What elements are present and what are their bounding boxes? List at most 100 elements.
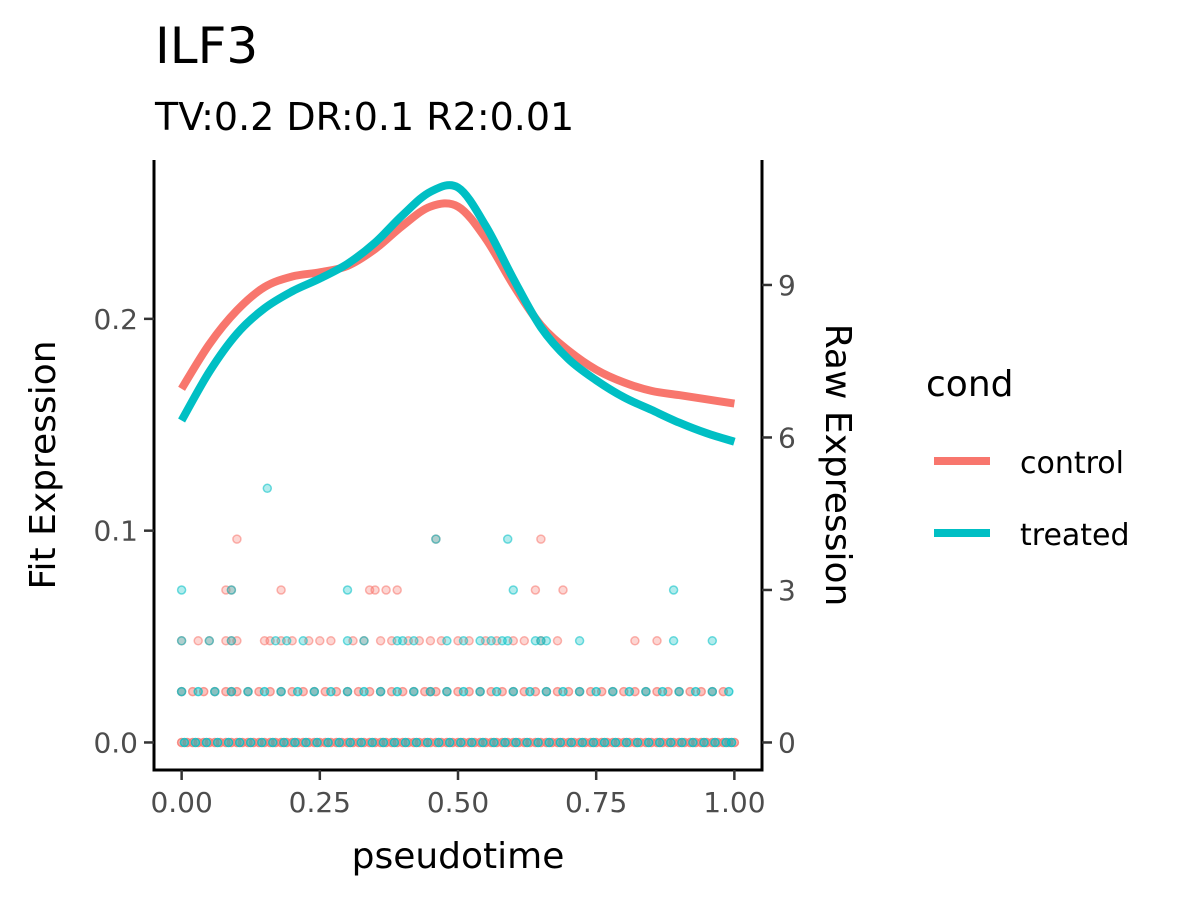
raw-point-treated <box>544 737 554 748</box>
raw-point-treated <box>458 686 469 697</box>
raw-point-treated <box>204 636 215 646</box>
raw-point-treated <box>309 686 320 697</box>
x-tick-label: 0.25 <box>289 786 351 819</box>
raw-point-treated <box>279 737 289 748</box>
raw-point-treated <box>270 636 281 646</box>
legend: cond control treated <box>926 364 1130 553</box>
raw-point-treated <box>226 686 237 697</box>
raw-point-treated <box>591 686 601 697</box>
raw-point-treated <box>176 636 187 646</box>
raw-point-control <box>193 636 203 646</box>
raw-point-treated <box>541 636 552 646</box>
raw-point-treated <box>500 737 510 748</box>
raw-point-treated <box>674 686 684 697</box>
raw-point-treated <box>400 737 411 748</box>
x-tick-label: 0.75 <box>565 786 627 819</box>
raw-point-treated <box>342 686 353 697</box>
raw-point-treated <box>392 686 402 697</box>
raw-point-treated <box>409 636 419 646</box>
raw-point-treated <box>491 686 502 697</box>
raw-point-treated <box>425 686 436 697</box>
fit-line-control <box>178 199 736 408</box>
raw-point-control <box>276 585 286 595</box>
raw-point-treated <box>641 686 651 697</box>
raw-point-control <box>375 636 386 646</box>
y-right-axis-title: Raw Expression <box>817 324 858 607</box>
raw-point-treated <box>397 636 408 646</box>
y-left-tick-label: 0.1 <box>93 515 138 548</box>
axes-layer: 0.00 0.25 0.50 0.75 1.00 0.0 0.1 0.2 0 3 6 9 <box>93 160 796 819</box>
y-right-tick-label: 6 <box>778 421 796 454</box>
raw-point-treated <box>243 686 253 697</box>
raw-point-treated <box>342 585 353 595</box>
raw-point-treated <box>356 737 367 748</box>
raw-point-treated <box>378 737 389 748</box>
raw-point-treated <box>259 686 270 697</box>
chart-title: ILF3 <box>155 17 258 75</box>
raw-point-treated <box>268 737 278 748</box>
raw-point-control <box>326 636 336 646</box>
raw-point-treated <box>502 534 513 544</box>
raw-point-treated <box>624 686 635 697</box>
raw-point-treated <box>290 737 300 748</box>
raw-point-treated <box>212 737 223 748</box>
raw-point-control <box>552 636 563 646</box>
legend-label-treated: treated <box>1020 518 1130 553</box>
raw-point-treated <box>257 737 267 748</box>
raw-point-treated <box>522 737 532 748</box>
raw-point-treated <box>276 686 286 697</box>
fit-line-treated <box>178 181 736 446</box>
raw-point-control <box>232 534 242 544</box>
raw-point-treated <box>190 737 201 748</box>
raw-point-treated <box>226 585 237 595</box>
y-right-tick-label: 0 <box>778 726 796 759</box>
raw-points-layer <box>176 483 740 748</box>
raw-point-treated <box>359 636 369 646</box>
raw-point-control <box>530 585 541 595</box>
legend-label-control: control <box>1020 446 1124 481</box>
raw-point-treated <box>223 737 234 748</box>
raw-point-treated <box>210 686 220 697</box>
raw-point-treated <box>621 737 632 748</box>
raw-point-treated <box>359 686 369 697</box>
y-right-tick-label: 9 <box>778 269 796 302</box>
raw-point-control <box>652 636 662 646</box>
raw-point-treated <box>193 686 203 697</box>
raw-point-control <box>370 585 380 595</box>
legend-title: cond <box>926 364 1014 405</box>
raw-point-treated <box>458 636 469 646</box>
raw-point-treated <box>176 585 187 595</box>
raw-point-treated <box>489 737 499 748</box>
raw-point-treated <box>245 737 256 748</box>
y-left-tick-label: 0.2 <box>93 303 138 336</box>
raw-point-treated <box>226 636 237 646</box>
raw-point-treated <box>707 636 718 646</box>
x-tick-label: 1.00 <box>703 786 765 819</box>
raw-point-control <box>425 636 436 646</box>
x-tick-label: 0.50 <box>427 786 489 819</box>
fit-lines-layer <box>178 181 736 446</box>
raw-point-control <box>558 585 568 595</box>
raw-point-treated <box>475 636 485 646</box>
raw-point-treated <box>508 686 519 697</box>
chart-subtitle: TV:0.2 DR:0.1 R2:0.01 <box>154 95 574 139</box>
raw-point-treated <box>707 686 718 697</box>
raw-point-treated <box>710 737 720 748</box>
y-left-tick-label: 0.0 <box>93 726 138 759</box>
raw-point-treated <box>456 737 466 748</box>
raw-point-treated <box>475 686 485 697</box>
raw-point-treated <box>541 686 552 697</box>
raw-point-treated <box>431 534 441 544</box>
raw-point-treated <box>444 737 455 748</box>
raw-point-control <box>536 534 546 544</box>
raw-point-treated <box>201 737 212 748</box>
raw-point-treated <box>525 686 535 697</box>
raw-point-treated <box>312 737 322 748</box>
raw-point-treated <box>577 737 588 748</box>
raw-point-treated <box>690 686 701 697</box>
raw-point-treated <box>668 585 679 595</box>
raw-point-treated <box>179 737 190 748</box>
raw-point-treated <box>298 636 308 646</box>
y-right-tick-label: 3 <box>778 574 796 607</box>
